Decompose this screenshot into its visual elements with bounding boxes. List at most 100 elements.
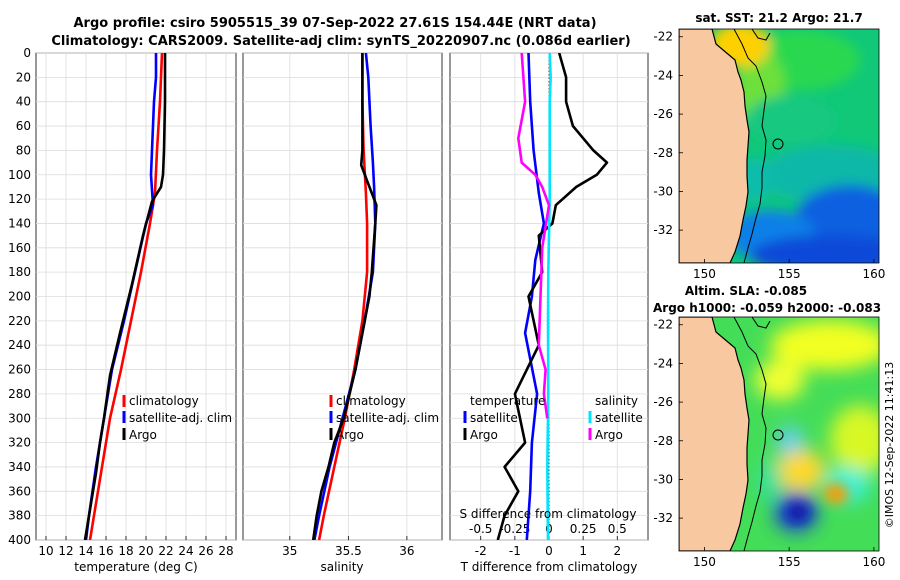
x-tick-label: -2 xyxy=(475,544,487,558)
map-x-tick-label: 155 xyxy=(778,555,801,569)
x-tick-label: 35 xyxy=(282,544,297,558)
sla-land xyxy=(679,317,750,551)
x-tick-label: 35.5 xyxy=(335,544,362,558)
x-tick-label: 1 xyxy=(579,544,587,558)
series-line-temperature-satellite xyxy=(523,53,546,540)
legend-label-argo: Argo xyxy=(336,428,364,442)
sst-map: sat. SST: 21.2 Argo: 21.7 150 155 160 -22 -2… xyxy=(653,11,885,281)
sla-isobath-north xyxy=(751,317,771,329)
map-x-tick-label: 150 xyxy=(693,555,716,569)
temperature-legend: climatology satellite-adj. clim Argo xyxy=(122,394,232,442)
t-difference-xlabel: T difference from climatology xyxy=(460,560,638,574)
x-tick-label: 18 xyxy=(118,544,133,558)
temperature-tick-labels: 10 12 14 16 18 20 22 24 26 28 xyxy=(38,544,233,558)
depth-tick-label: 360 xyxy=(8,484,31,498)
sst-isobath-north xyxy=(751,29,771,41)
sla-map: Altim. SLA: -0.085 Argo h1000: -0.059 h2… xyxy=(653,284,885,569)
map-y-tick-label: -30 xyxy=(653,472,673,486)
depth-tick-label: 280 xyxy=(8,387,31,401)
legend-label-climatology: climatology xyxy=(336,394,406,408)
depth-tick-label: 160 xyxy=(8,241,31,255)
map-y-tick-label: -22 xyxy=(653,318,673,332)
depth-tick-label: 400 xyxy=(8,533,31,547)
map-y-tick-label: -24 xyxy=(653,356,673,370)
map-y-tick-label: -28 xyxy=(653,434,673,448)
salinity-grid xyxy=(243,52,442,541)
sla-map-subtitle: Argo h1000: -0.059 h2000: -0.083 xyxy=(653,301,881,315)
x-tick-label: 14 xyxy=(78,544,93,558)
temperature-lines xyxy=(83,53,167,540)
difference-panel: -2 -1 0 1 2 -0.5 -0.25 0 0.25 0.5 S difference f… xyxy=(449,52,649,574)
salinity-lines xyxy=(311,53,378,540)
series-line-salinity-argo xyxy=(516,53,551,419)
temperature-xlabel: temperature (deg C) xyxy=(74,560,197,574)
legend-label-s-argo: Argo xyxy=(595,428,623,442)
depth-tick-label: 320 xyxy=(8,436,31,450)
depth-tick-label: 40 xyxy=(16,95,31,109)
legend-title-temperature: temperature xyxy=(470,394,545,408)
sst-map-ticks: 150 155 160 -22 -24 -26 -28 -30 -32 xyxy=(653,30,885,281)
series-line-argo xyxy=(83,53,167,540)
salinity-tick-labels: 35 35.5 36 xyxy=(282,544,414,558)
map-y-tick-label: -26 xyxy=(653,395,673,409)
imos-watermark: ©IMOS 12-Sep-2022 11:41:13 xyxy=(883,362,896,528)
salinity-panel: 35 35.5 36 salinity climatology satellite-… xyxy=(242,52,443,574)
x-tick-label: 24 xyxy=(178,544,193,558)
depth-tick-label: 140 xyxy=(8,216,31,230)
depth-tick-label: 20 xyxy=(16,70,31,84)
sla-argo-location-marker xyxy=(772,429,784,441)
sst-land xyxy=(679,29,750,263)
x-tick-label: 36 xyxy=(399,544,414,558)
s-difference-tick-label: -0.5 xyxy=(469,522,492,536)
x-tick-label: -1 xyxy=(509,544,521,558)
depth-tick-labels: 0 20 40 60 80 100 120 140 160 180 200 220 240 260 280 3… xyxy=(8,46,31,547)
figure-title-line2: Climatology: CARS2009. Satellite-adj cli… xyxy=(51,34,630,49)
series-line-argo xyxy=(311,53,378,540)
figure-title-line1: Argo profile: csiro 5905515_39 07-Sep-20… xyxy=(73,16,596,31)
map-y-tick-label: -32 xyxy=(653,511,673,525)
legend-label-satellite: satellite-adj. clim xyxy=(129,411,232,425)
depth-tick-label: 100 xyxy=(8,168,31,182)
depth-tick-label: 120 xyxy=(8,192,31,206)
depth-tick-label: 200 xyxy=(8,290,31,304)
depth-tick-label: 300 xyxy=(8,411,31,425)
sst-argo-location-marker xyxy=(772,138,784,150)
salinity-difference-legend: salinity satellite Argo xyxy=(588,394,643,442)
s-difference-tick-label: -0.25 xyxy=(499,522,530,536)
salinity-xlabel: salinity xyxy=(320,560,363,574)
x-tick-label: 0 xyxy=(545,544,553,558)
depth-tick-label: 180 xyxy=(8,265,31,279)
salinity-legend: climatology satellite-adj. clim Argo xyxy=(329,394,439,442)
depth-tick-label: 240 xyxy=(8,338,31,352)
s-difference-tick-label: 0.5 xyxy=(608,522,627,536)
depth-tick-label: 260 xyxy=(8,363,31,377)
map-x-tick-label: 150 xyxy=(693,267,716,281)
map-y-tick-label: -24 xyxy=(653,68,673,82)
sla-map-title: Altim. SLA: -0.085 xyxy=(685,284,807,298)
map-x-tick-label: 155 xyxy=(778,267,801,281)
map-x-tick-label: 160 xyxy=(862,267,885,281)
difference-lines xyxy=(496,53,609,540)
depth-tick-label: 0 xyxy=(23,46,31,60)
temperature-difference-legend: temperature satellite Argo xyxy=(463,394,545,442)
sla-map-ticks: 150 155 160 -22 -24 -26 -28 -30 -32 xyxy=(653,318,885,569)
depth-tick-label: 80 xyxy=(16,143,31,157)
legend-label-satellite: satellite-adj. clim xyxy=(336,411,439,425)
x-tick-label: 28 xyxy=(218,544,233,558)
depth-tick-label: 380 xyxy=(8,509,31,523)
legend-label-t-satellite: satellite xyxy=(470,411,518,425)
map-y-tick-label: -22 xyxy=(653,30,673,44)
x-tick-label: 12 xyxy=(58,544,73,558)
temperature-panel: 0 20 40 60 80 100 120 140 160 180 200 220 240 260 280 3… xyxy=(8,46,237,574)
legend-label-t-argo: Argo xyxy=(470,428,498,442)
depth-tick-label: 60 xyxy=(16,119,31,133)
x-tick-label: 10 xyxy=(38,544,53,558)
map-y-tick-label: -26 xyxy=(653,107,673,121)
legend-label-s-satellite: satellite xyxy=(595,411,643,425)
map-y-tick-label: -32 xyxy=(653,223,673,237)
s-difference-xlabel: S difference from climatology xyxy=(460,507,637,521)
series-line-climatology xyxy=(88,53,164,540)
map-y-tick-label: -28 xyxy=(653,146,673,160)
depth-tick-label: 220 xyxy=(8,314,31,328)
